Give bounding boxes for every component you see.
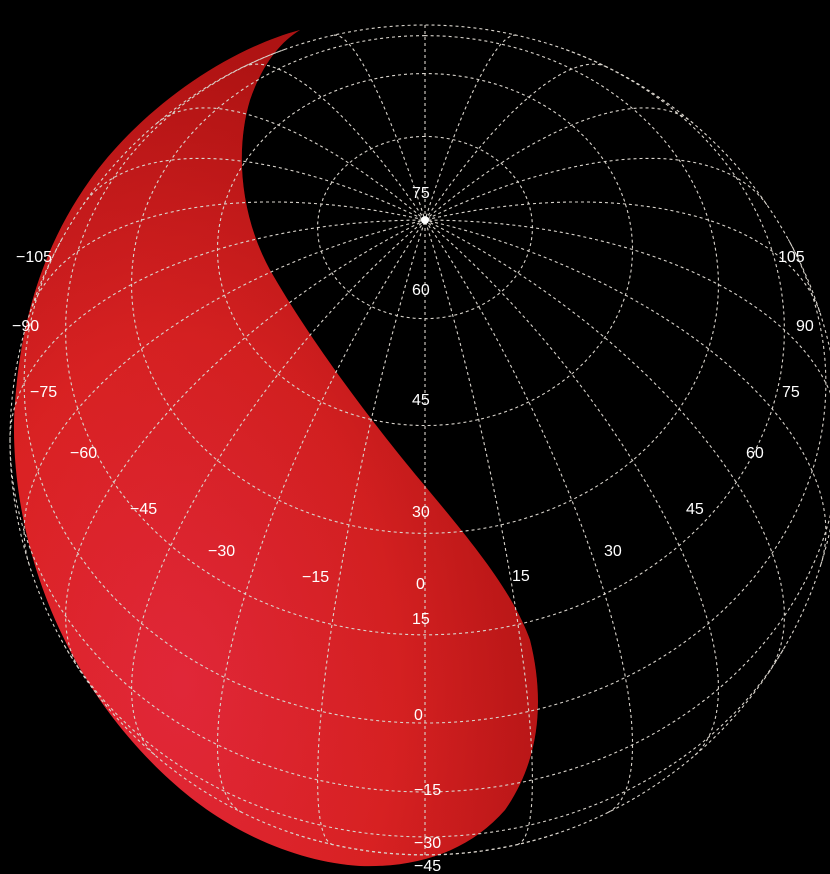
- latitude-label: −30: [414, 835, 441, 852]
- meridian-line: [424, 157, 768, 221]
- parallel-line: [9, 439, 830, 793]
- latitude-label: 30: [412, 504, 430, 521]
- meridian-line: [156, 107, 426, 221]
- longitude-label: −45: [130, 501, 157, 518]
- latitude-label: 0: [414, 707, 423, 724]
- meridian-line: [131, 219, 426, 756]
- longitude-label: 90: [796, 318, 814, 335]
- longitude-label: 45: [686, 501, 704, 518]
- longitude-label: −30: [208, 543, 235, 560]
- latitude-label: 60: [412, 282, 430, 299]
- meridian-line: [333, 34, 426, 221]
- parallel-line: [216, 73, 634, 427]
- latitude-label: 75: [412, 185, 430, 202]
- meridian-line: [424, 219, 634, 813]
- meridian-line: [424, 107, 694, 221]
- shaded-region: [13, 30, 538, 867]
- latitude-label: 45: [412, 392, 430, 409]
- longitude-label: 30: [604, 543, 622, 560]
- latitude-label: 15: [412, 611, 430, 628]
- longitude-label: −15: [302, 569, 329, 586]
- meridian-line: [65, 219, 426, 673]
- longitude-label: −105: [16, 249, 52, 266]
- meridian-line: [317, 219, 426, 846]
- longitude-label: −90: [12, 318, 39, 335]
- longitude-label: 60: [746, 445, 764, 462]
- longitude-label: −60: [70, 445, 97, 462]
- meridian-line: [216, 219, 426, 813]
- parallel-line: [131, 35, 719, 534]
- latitude-label: −15: [414, 782, 441, 799]
- meridian-line: [424, 63, 607, 221]
- meridian-line: [424, 219, 785, 673]
- meridian-line: [424, 219, 827, 565]
- meridian-line: [424, 219, 533, 846]
- longitude-label: 0: [416, 576, 425, 593]
- longitude-label: 105: [778, 249, 805, 266]
- meridian-line: [424, 219, 719, 756]
- parallel-line: [317, 135, 533, 320]
- meridian-line: [243, 63, 426, 221]
- meridian-line: [29, 201, 426, 313]
- parallel-line: [64, 645, 786, 838]
- grid-labels: −105 −90 −75 −60 −45 −30 −15 0 15 30 45 60 75 90 105 75…: [12, 185, 814, 874]
- parallel-line: [290, 832, 560, 856]
- longitude-label: 15: [512, 568, 530, 585]
- meridian-line: [424, 34, 517, 221]
- shaded-region-rim: [13, 30, 538, 867]
- meridian-line: [82, 157, 426, 221]
- meridian-line: [424, 201, 821, 313]
- longitude-label: 75: [782, 384, 800, 401]
- north-pole-marker: [421, 216, 429, 225]
- longitude-label: −75: [30, 384, 57, 401]
- meridian-line: [23, 219, 426, 565]
- latitude-label: −45: [414, 858, 441, 874]
- graticule: [9, 24, 830, 856]
- parallel-line: [65, 48, 785, 636]
- parallel-line: [23, 239, 827, 724]
